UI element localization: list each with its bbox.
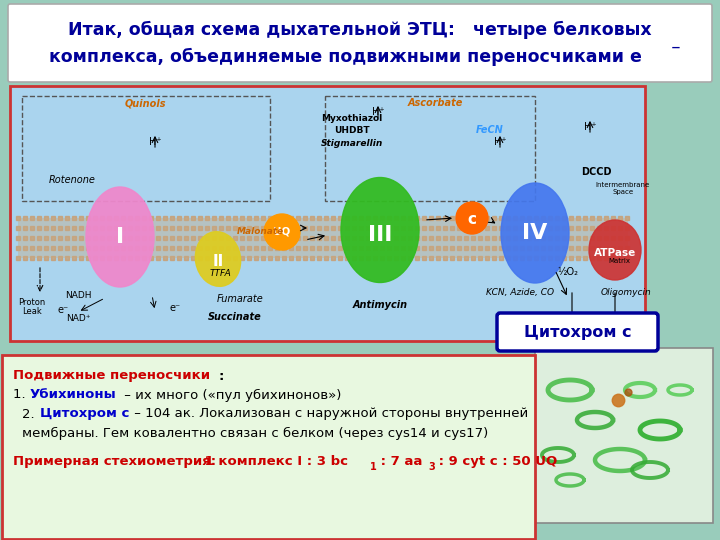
Text: 3: 3: [428, 462, 435, 471]
Text: ⁻: ⁻: [671, 42, 681, 60]
FancyBboxPatch shape: [497, 313, 658, 351]
Text: KCN, Azide, CO: KCN, Azide, CO: [486, 288, 554, 297]
Text: Proton: Proton: [19, 298, 45, 307]
Text: UHDBT: UHDBT: [334, 126, 370, 135]
Ellipse shape: [341, 178, 419, 282]
Text: Myxothiazol: Myxothiazol: [321, 114, 382, 123]
Text: Цитохром с: Цитохром с: [524, 326, 632, 341]
Text: I: I: [116, 227, 124, 247]
Text: : 9 cyt c : 50 UQ: : 9 cyt c : 50 UQ: [434, 455, 557, 468]
Text: 1.: 1.: [13, 388, 30, 402]
Text: Подвижные переносчики: Подвижные переносчики: [13, 369, 210, 382]
Text: IV: IV: [522, 223, 548, 243]
Text: TTFA: TTFA: [209, 269, 231, 278]
Text: e⁻: e⁻: [169, 303, 181, 313]
Text: Ascorbate: Ascorbate: [408, 98, 463, 108]
Text: комплекса, объединяемые подвижными переносчиками е: комплекса, объединяемые подвижными перен…: [48, 48, 642, 66]
Text: ATP: ATP: [565, 321, 579, 330]
Text: 2.: 2.: [22, 408, 39, 421]
Text: Примерная стехиометрия:: Примерная стехиометрия:: [13, 455, 216, 468]
Text: ½O₂: ½O₂: [557, 267, 578, 277]
Text: : 7 aa: : 7 aa: [376, 455, 423, 468]
Text: :: :: [218, 369, 223, 382]
Text: H⁺: H⁺: [584, 122, 596, 132]
Text: e⁻: e⁻: [58, 305, 68, 315]
Text: H⁺: H⁺: [372, 107, 384, 117]
Ellipse shape: [589, 220, 641, 280]
Circle shape: [456, 202, 488, 234]
Text: Quinols: Quinols: [125, 98, 166, 108]
Text: Убихиноны: Убихиноны: [30, 388, 117, 402]
Text: III: III: [368, 225, 392, 245]
Ellipse shape: [501, 183, 569, 283]
Text: Space: Space: [613, 189, 634, 195]
Text: Цитохром с: Цитохром с: [40, 408, 130, 421]
Text: ATPase: ATPase: [594, 248, 636, 258]
Text: Intermembrane: Intermembrane: [596, 182, 650, 188]
Text: NADH: NADH: [65, 291, 91, 300]
Text: ADP+Pi: ADP+Pi: [603, 321, 632, 330]
Text: FeCN: FeCN: [476, 125, 504, 135]
Text: Rotenone: Rotenone: [48, 175, 96, 185]
Text: Malonate: Malonate: [237, 227, 284, 236]
Text: Fumarate: Fumarate: [217, 294, 264, 304]
FancyBboxPatch shape: [8, 4, 712, 82]
FancyBboxPatch shape: [2, 355, 535, 539]
Text: H⁺: H⁺: [494, 137, 506, 147]
Text: Leak: Leak: [22, 307, 42, 316]
Text: UQ: UQ: [274, 227, 291, 237]
Ellipse shape: [195, 232, 240, 286]
FancyBboxPatch shape: [535, 348, 713, 523]
Text: Succinate: Succinate: [208, 312, 262, 322]
Text: c: c: [467, 212, 477, 226]
Text: Stigmarellin: Stigmarellin: [321, 139, 383, 148]
Circle shape: [264, 214, 300, 250]
FancyBboxPatch shape: [10, 86, 645, 341]
Text: 1: 1: [370, 462, 377, 471]
Text: 1 комплекс I : 3 bc: 1 комплекс I : 3 bc: [200, 455, 348, 468]
Text: H⁺: H⁺: [149, 137, 161, 147]
Text: Antimycin: Antimycin: [352, 300, 408, 310]
Text: DCCD: DCCD: [581, 167, 611, 177]
Ellipse shape: [86, 187, 154, 287]
Text: Oligomycin: Oligomycin: [600, 288, 652, 297]
Text: – их много («пул убихинонов»): – их много («пул убихинонов»): [120, 388, 341, 402]
Text: мембраны. Гем ковалентно связан с белком (через cys14 и cys17): мембраны. Гем ковалентно связан с белком…: [22, 427, 488, 440]
Text: II: II: [212, 253, 224, 268]
Text: Итак, общая схема дыхательной ЭТЦ:   четыре белковых: Итак, общая схема дыхательной ЭТЦ: четыр…: [68, 21, 652, 39]
Text: Matrix: Matrix: [608, 258, 630, 264]
Bar: [18, 218, 628, 258]
Text: – 104 ак. Локализован с наружной стороны внутренней: – 104 ак. Локализован с наружной стороны…: [130, 408, 528, 421]
Text: NAD⁺: NAD⁺: [66, 314, 90, 323]
